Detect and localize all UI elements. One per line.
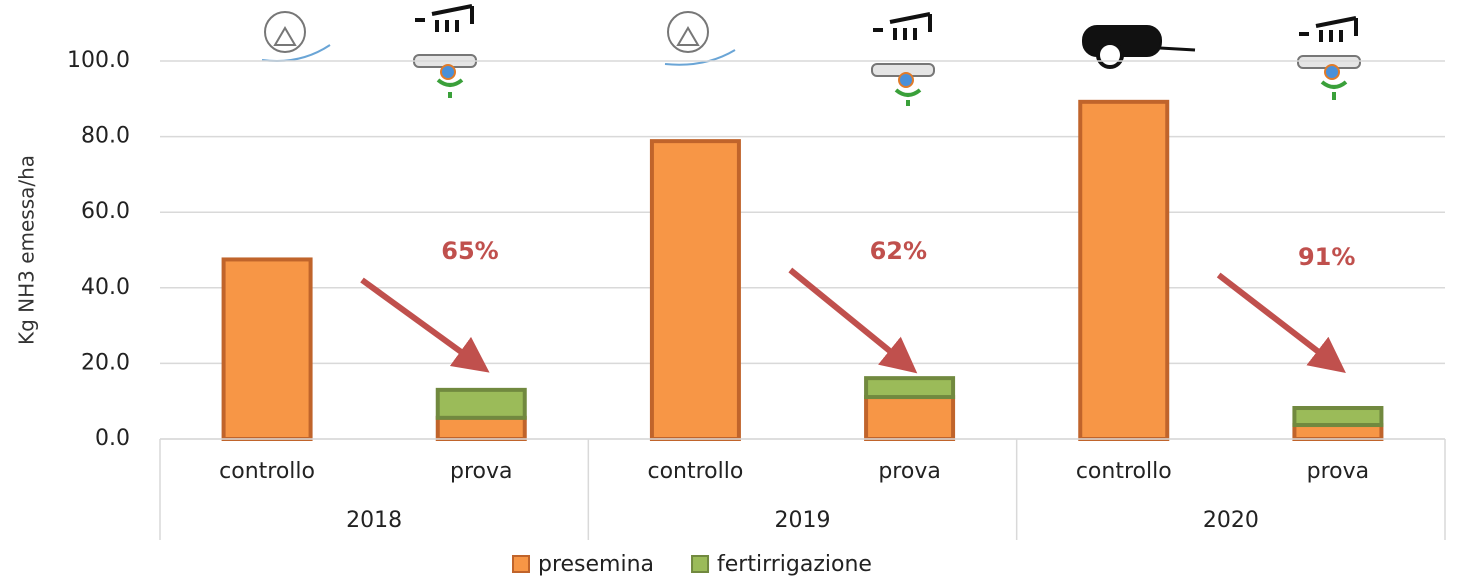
y-tick-label: 20.0 xyxy=(81,350,130,375)
annotation: 62% xyxy=(870,237,927,265)
bar-segment xyxy=(1078,99,1170,441)
bar-segment xyxy=(435,415,527,441)
legend-swatch xyxy=(691,555,710,573)
group-label: 2020 xyxy=(1203,508,1259,533)
icons xyxy=(261,4,1361,106)
y-tick-label: 100.0 xyxy=(67,48,130,73)
group-label: 2018 xyxy=(346,508,402,533)
y-tick-label: 80.0 xyxy=(81,124,130,149)
bar-segment xyxy=(1292,423,1384,442)
legend-label: presemina xyxy=(538,552,654,577)
legend-swatch xyxy=(512,555,530,573)
bar-segment xyxy=(649,139,741,442)
bar-segment xyxy=(221,257,313,442)
x-tick-label: controllo xyxy=(1076,459,1172,484)
bar-segment xyxy=(435,387,527,420)
arrow xyxy=(360,277,490,373)
y-tick-label: 60.0 xyxy=(81,199,130,224)
bar-segment xyxy=(864,395,956,441)
annotation: 65% xyxy=(441,237,498,265)
arrow xyxy=(1216,272,1346,373)
bar-segment xyxy=(1292,406,1384,428)
arrow xyxy=(788,267,918,374)
bar-segment xyxy=(864,376,956,400)
x-tick-label: controllo xyxy=(647,459,743,484)
y-axis-label: Kg NH3 emessa/ha xyxy=(15,155,39,345)
x-tick-label: controllo xyxy=(219,459,315,484)
group-label: 2019 xyxy=(775,508,831,533)
x-tick-label: prova xyxy=(878,459,941,484)
y-tick-label: 40.0 xyxy=(81,275,130,300)
y-tick-label: 0.0 xyxy=(95,426,130,451)
x-tick-label: prova xyxy=(450,459,513,484)
annotation: 91% xyxy=(1298,243,1355,271)
legend-label: fertirrigazione xyxy=(717,552,872,577)
x-tick-label: prova xyxy=(1307,459,1370,484)
